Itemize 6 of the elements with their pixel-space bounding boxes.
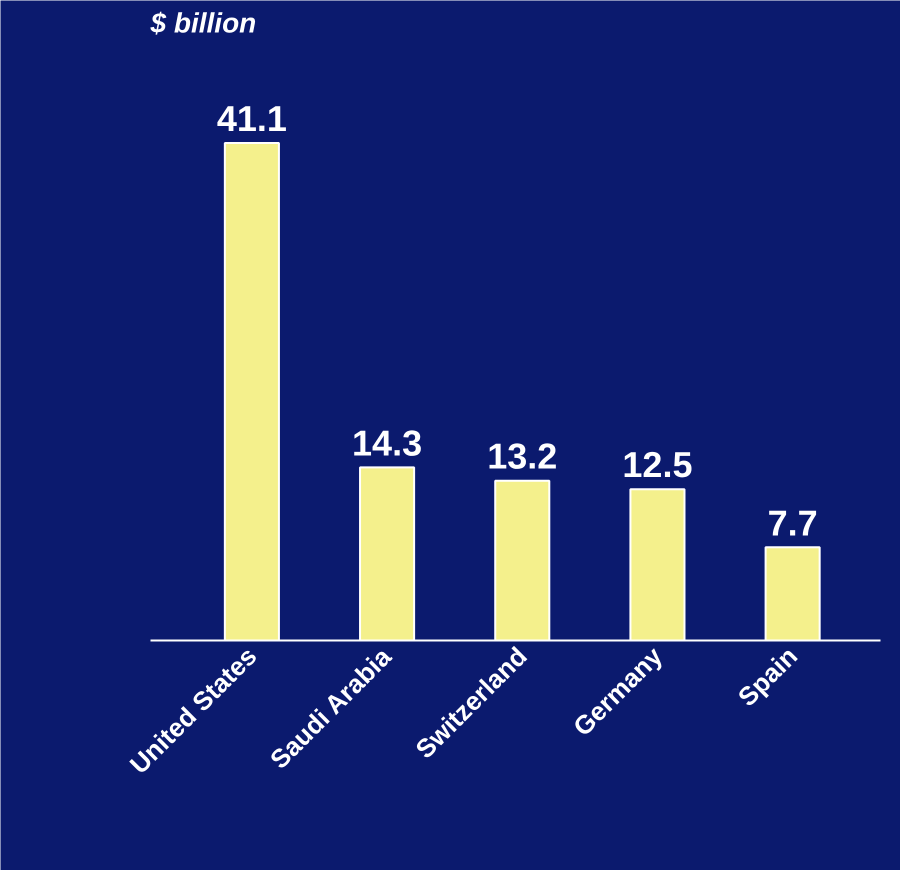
- chart-title: $ billion: [150, 8, 256, 38]
- data-label: 14.3: [352, 422, 422, 464]
- data-label: 41.1: [216, 98, 287, 139]
- data-label: 12.5: [622, 444, 692, 486]
- data-label: 13.2: [487, 436, 558, 477]
- data-label: 7.7: [768, 502, 818, 544]
